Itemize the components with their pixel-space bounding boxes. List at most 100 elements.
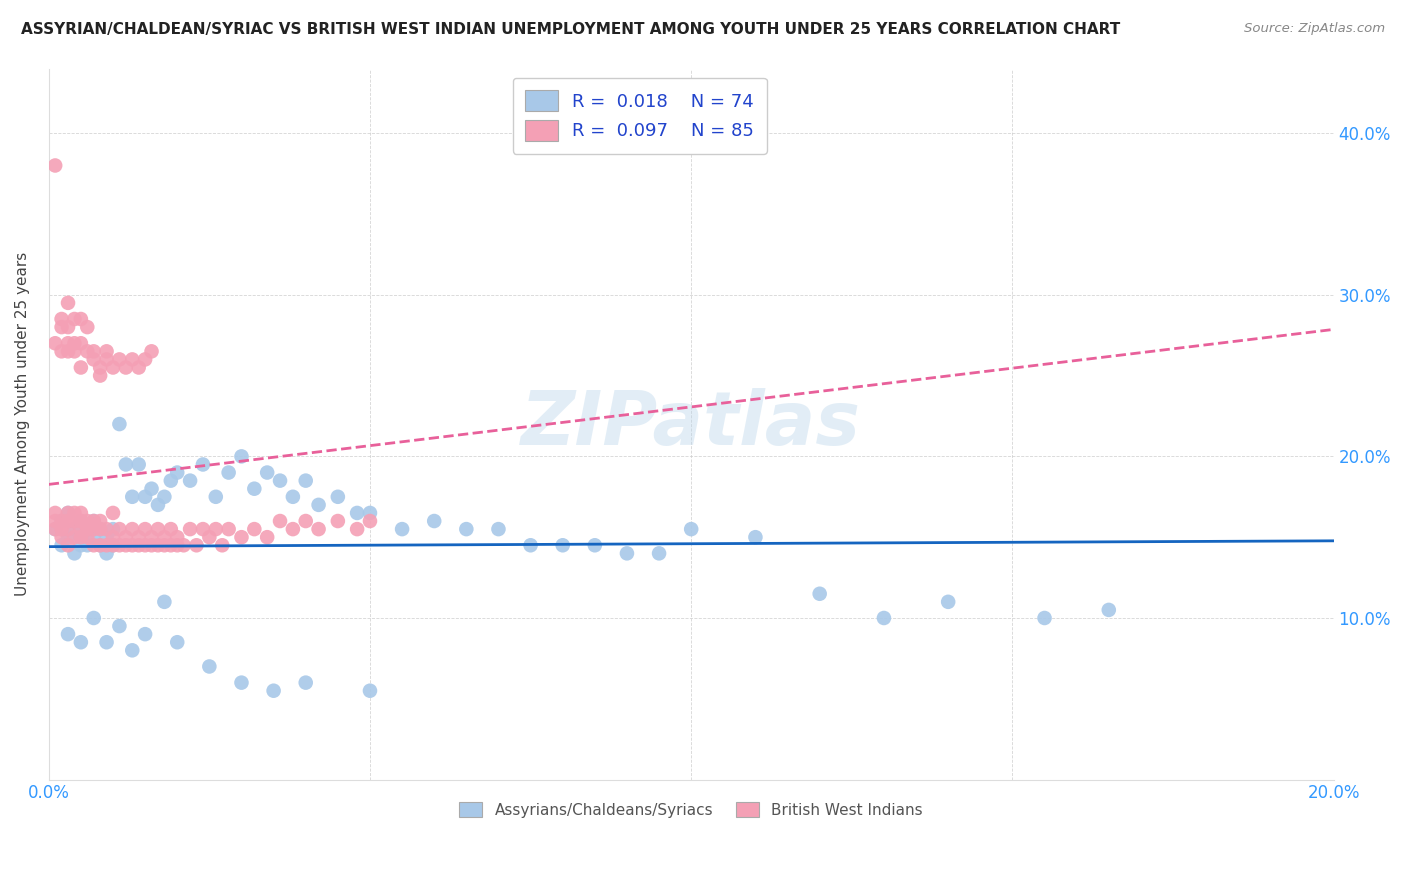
Point — [96, 352, 118, 367]
Point — [308, 498, 330, 512]
Point — [89, 522, 111, 536]
Point — [63, 506, 86, 520]
Point — [76, 344, 98, 359]
Point — [141, 344, 163, 359]
Point — [134, 490, 156, 504]
Point — [76, 530, 98, 544]
Point — [808, 587, 831, 601]
Point — [294, 514, 316, 528]
Point — [191, 522, 214, 536]
Point — [346, 506, 368, 520]
Point — [198, 659, 221, 673]
Point — [551, 538, 574, 552]
Point — [179, 474, 201, 488]
Point — [70, 514, 93, 528]
Point — [83, 538, 105, 552]
Point — [159, 522, 181, 536]
Point — [128, 530, 150, 544]
Point — [96, 635, 118, 649]
Point — [121, 522, 143, 536]
Point — [63, 522, 86, 536]
Point — [231, 530, 253, 544]
Point — [44, 506, 66, 520]
Point — [326, 514, 349, 528]
Point — [281, 490, 304, 504]
Point — [83, 530, 105, 544]
Point — [70, 530, 93, 544]
Point — [70, 514, 93, 528]
Legend: Assyrians/Chaldeans/Syriacs, British West Indians: Assyrians/Chaldeans/Syriacs, British Wes… — [451, 794, 931, 825]
Point — [83, 611, 105, 625]
Point — [231, 675, 253, 690]
Point — [56, 538, 79, 552]
Point — [101, 538, 124, 552]
Point — [153, 595, 176, 609]
Point — [56, 296, 79, 310]
Point — [159, 538, 181, 552]
Point — [146, 538, 169, 552]
Point — [179, 522, 201, 536]
Point — [141, 530, 163, 544]
Point — [359, 683, 381, 698]
Point — [89, 522, 111, 536]
Point — [873, 611, 896, 625]
Point — [108, 417, 131, 431]
Point — [231, 450, 253, 464]
Point — [166, 635, 188, 649]
Point — [134, 538, 156, 552]
Point — [159, 474, 181, 488]
Point — [96, 538, 118, 552]
Point — [121, 352, 143, 367]
Point — [56, 522, 79, 536]
Text: ASSYRIAN/CHALDEAN/SYRIAC VS BRITISH WEST INDIAN UNEMPLOYMENT AMONG YOUTH UNDER 2: ASSYRIAN/CHALDEAN/SYRIAC VS BRITISH WEST… — [21, 22, 1121, 37]
Point — [70, 530, 93, 544]
Point — [76, 514, 98, 528]
Point — [198, 530, 221, 544]
Point — [89, 360, 111, 375]
Point — [51, 522, 73, 536]
Point — [1098, 603, 1121, 617]
Point — [51, 514, 73, 528]
Point — [63, 530, 86, 544]
Point — [83, 352, 105, 367]
Point — [583, 538, 606, 552]
Point — [101, 360, 124, 375]
Point — [44, 159, 66, 173]
Point — [63, 514, 86, 528]
Point — [326, 490, 349, 504]
Point — [128, 360, 150, 375]
Point — [204, 522, 226, 536]
Point — [128, 458, 150, 472]
Point — [101, 530, 124, 544]
Point — [51, 320, 73, 334]
Point — [308, 522, 330, 536]
Point — [391, 522, 413, 536]
Point — [96, 344, 118, 359]
Point — [83, 514, 105, 528]
Point — [359, 514, 381, 528]
Point — [115, 360, 138, 375]
Point — [115, 530, 138, 544]
Point — [294, 675, 316, 690]
Point — [681, 522, 703, 536]
Point — [96, 546, 118, 560]
Point — [166, 538, 188, 552]
Point — [153, 530, 176, 544]
Point — [134, 352, 156, 367]
Point — [63, 312, 86, 326]
Point — [456, 522, 478, 536]
Point — [121, 643, 143, 657]
Point — [744, 530, 766, 544]
Point — [76, 320, 98, 334]
Point — [204, 490, 226, 504]
Point — [56, 506, 79, 520]
Point — [76, 522, 98, 536]
Point — [128, 538, 150, 552]
Point — [83, 344, 105, 359]
Y-axis label: Unemployment Among Youth under 25 years: Unemployment Among Youth under 25 years — [15, 252, 30, 596]
Point — [70, 312, 93, 326]
Point — [56, 336, 79, 351]
Point — [346, 522, 368, 536]
Point — [101, 538, 124, 552]
Point — [423, 514, 446, 528]
